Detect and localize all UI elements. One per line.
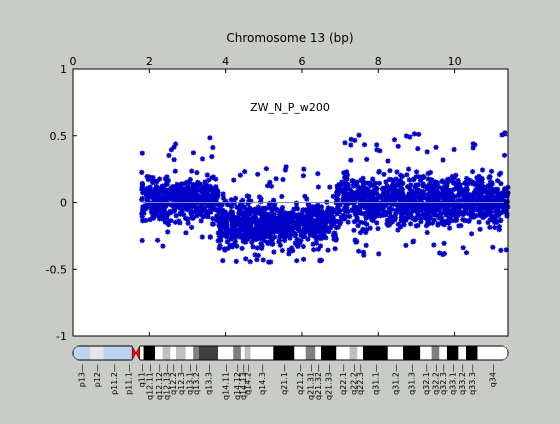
band-labels: p13— p12— p11.2— p11.1— q11—q12.11— q12.12—q1… — [78, 364, 498, 400]
ideogram-band — [73, 346, 91, 360]
ideogram-band — [294, 346, 306, 360]
x-tick-label: 10 — [448, 55, 462, 68]
data-points — [139, 130, 511, 265]
ideogram-band — [336, 346, 350, 360]
ideogram-band — [162, 346, 171, 360]
band-label: q21.2— — [296, 364, 305, 395]
band-label: q14.13— — [239, 364, 248, 400]
ideogram-band — [446, 346, 459, 360]
band-label: q13.1— — [185, 364, 194, 395]
band-label: q14.2— — [244, 364, 253, 395]
band-label: q11— — [138, 364, 147, 387]
ideogram-band — [198, 346, 218, 360]
band-label: q12.2— — [169, 364, 178, 395]
band-label: q14.3— — [258, 364, 267, 395]
ideogram-band — [233, 346, 241, 360]
band-label: q33.2— — [458, 364, 467, 395]
ideogram-band — [244, 346, 251, 360]
chromosome-ideogram — [72, 345, 509, 361]
band-label: q12.11— — [145, 364, 154, 400]
ideogram-band — [273, 346, 295, 360]
x-tick-label: 2 — [146, 55, 153, 68]
ideogram-band — [315, 346, 322, 360]
ideogram-band — [143, 346, 156, 360]
band-label: q13.3— — [204, 364, 213, 395]
ideogram-band — [170, 346, 177, 360]
ideogram-band — [139, 346, 144, 360]
band-label: p11.1— — [124, 364, 133, 395]
ideogram-band — [321, 346, 337, 360]
ideogram-band — [458, 346, 467, 360]
band-label: q31.1— — [371, 364, 380, 395]
ideogram-left-cap — [73, 346, 80, 360]
band-label: p13— — [78, 364, 87, 387]
x-tick-label: 0 — [70, 55, 77, 68]
band-label: q34— — [489, 364, 498, 387]
y-tick-label: -0.5 — [46, 263, 67, 276]
band-label: q32.3— — [439, 364, 448, 395]
band-label: q14.12— — [233, 364, 242, 400]
band-label: q33.1— — [449, 364, 458, 395]
band-label: p11.2— — [110, 364, 119, 395]
band-label: q33.3— — [468, 364, 477, 395]
y-tick-label: 0.5 — [50, 130, 68, 143]
band-label: q14.11— — [222, 364, 231, 400]
ideogram-band — [357, 346, 363, 360]
band-label: q21.33— — [325, 364, 334, 400]
ideogram-band — [185, 346, 194, 360]
band-label: q12.12— — [155, 364, 164, 400]
chart-annotation: ZW_N_P_w200 — [250, 101, 330, 114]
x-tick-label: 6 — [298, 55, 305, 68]
band-label: q31.3— — [408, 364, 417, 395]
y-tick-label: 0 — [60, 197, 67, 210]
ideogram-band — [466, 346, 478, 360]
ideogram-band — [176, 346, 186, 360]
ideogram-band — [420, 346, 432, 360]
band-label: q13.2— — [192, 364, 201, 395]
band-label: q12.3— — [177, 364, 186, 395]
band-label: q22.2— — [349, 364, 358, 395]
band-label: q21.31— — [307, 364, 316, 400]
series-points — [139, 130, 511, 265]
ideogram-band — [155, 346, 163, 360]
band-label: q32.1— — [422, 364, 431, 395]
y-tick-label: 1 — [60, 63, 67, 76]
ideogram-right-cap — [501, 346, 508, 360]
ideogram-band — [305, 346, 316, 360]
y-axis: -1 -0.5 0 0.5 1 — [46, 63, 508, 343]
chart-title: Chromosome 13 (bp) — [226, 31, 353, 45]
band-label: q31.2— — [391, 364, 400, 395]
ideogram-band — [363, 346, 388, 360]
ideogram-band — [250, 346, 274, 360]
ideogram-band — [477, 346, 508, 360]
ideogram-band — [349, 346, 358, 360]
ideogram-band — [218, 346, 234, 360]
ideogram-band — [193, 346, 199, 360]
band-label: p12— — [93, 364, 102, 387]
band-label: q21.1— — [280, 364, 289, 395]
centromere — [131, 345, 141, 361]
band-label: q21.32— — [314, 364, 323, 400]
ideogram-band — [439, 346, 447, 360]
ideogram-band — [240, 346, 245, 360]
ideogram-band — [103, 346, 125, 360]
x-tick-label: 8 — [375, 55, 382, 68]
band-label: q22.1— — [339, 364, 348, 395]
ideogram-band — [387, 346, 404, 360]
band-label: q12.13— — [162, 364, 171, 400]
y-tick-label: -1 — [56, 330, 67, 343]
x-tick-label: 4 — [222, 55, 229, 68]
ideogram-band — [90, 346, 104, 360]
band-label: q22.3— — [356, 364, 365, 395]
ideogram-band — [403, 346, 421, 360]
ideogram-band — [124, 346, 133, 360]
x-axis: 0 2 4 6 8 10 — [70, 55, 462, 336]
band-label: q32.2— — [432, 364, 441, 395]
ideogram-band — [431, 346, 440, 360]
